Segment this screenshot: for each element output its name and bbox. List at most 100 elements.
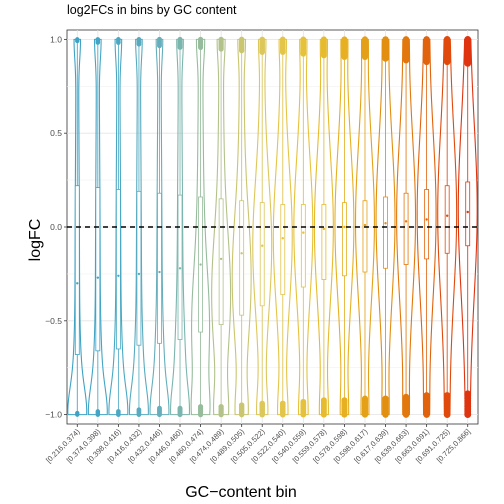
outlier-point	[136, 407, 142, 413]
outlier-point	[197, 44, 204, 50]
median-point	[261, 244, 264, 247]
median-point	[96, 276, 100, 279]
median-point	[219, 257, 223, 261]
outlier-point	[238, 47, 245, 54]
median-point	[322, 227, 326, 231]
outlier-point	[341, 53, 348, 61]
box	[403, 192, 409, 265]
median-point	[404, 220, 408, 223]
outlier-point	[75, 38, 80, 44]
outlier-point	[75, 410, 80, 416]
violin-outline	[170, 38, 191, 416]
median-point	[158, 270, 161, 274]
violin-group	[190, 36, 211, 418]
violin-group	[252, 36, 273, 418]
violin-group	[354, 36, 375, 418]
outlier-point	[116, 40, 121, 45]
outlier-point	[218, 46, 224, 52]
y-tick-label: 0.5	[50, 128, 62, 138]
median-point	[117, 274, 120, 277]
outlier-point	[116, 409, 121, 414]
y-axis: 1.0 0.5 0.0 −0.5 −1.0	[45, 34, 67, 420]
box	[444, 185, 450, 254]
violin-group	[396, 36, 417, 418]
outlier-point	[177, 44, 183, 50]
violin-outline	[108, 38, 129, 416]
violins	[67, 35, 478, 419]
box	[157, 192, 162, 344]
outlier-point	[279, 49, 286, 56]
outlier-point	[177, 405, 183, 411]
chart-title: log2FCs in bins by GC content	[67, 3, 237, 17]
y-axis-title: logFC	[27, 219, 44, 262]
outlier-point	[279, 400, 286, 407]
box	[136, 190, 142, 346]
outlier-point	[320, 397, 327, 404]
violin-outline	[396, 38, 417, 416]
violin-outline	[293, 38, 314, 416]
violin-group	[231, 36, 252, 418]
outlier-point	[443, 392, 451, 399]
median-point	[343, 225, 346, 229]
box	[239, 200, 245, 316]
outlier-point	[259, 49, 265, 55]
y-tick-label: −1.0	[45, 410, 62, 420]
violin-group	[108, 37, 129, 417]
y-tick-label: 0.0	[50, 222, 62, 232]
violin-group	[375, 36, 396, 418]
outlier-point	[238, 402, 245, 408]
outlier-point	[157, 43, 162, 49]
violin-group	[272, 36, 293, 418]
outlier-point	[341, 397, 348, 404]
outlier-point	[157, 405, 162, 411]
outlier-point	[300, 50, 307, 57]
violin-group	[128, 36, 149, 418]
box	[465, 181, 471, 247]
violin-outline	[190, 38, 211, 416]
outlier-point	[361, 53, 369, 61]
outlier-point	[464, 59, 472, 67]
violin-outline	[149, 38, 170, 416]
violin-outline	[211, 38, 232, 416]
violin-group	[149, 36, 170, 418]
outlier-point	[95, 409, 101, 414]
x-axis-title: GC−content bin	[185, 484, 297, 501]
violin-outline	[334, 38, 355, 416]
outlier-point	[300, 398, 307, 405]
y-tick-label: 1.0	[50, 34, 62, 44]
outlier-point	[423, 58, 430, 66]
outlier-point	[218, 403, 224, 410]
box	[342, 202, 347, 277]
median-point	[445, 214, 449, 217]
box	[218, 198, 224, 325]
violin-outline	[231, 38, 252, 416]
outlier-point	[95, 40, 101, 45]
violin-group	[67, 37, 88, 417]
median-point	[281, 237, 284, 240]
outlier-point	[136, 41, 142, 47]
median-point	[425, 218, 428, 221]
median-point	[240, 252, 243, 255]
y-tick-label: −0.5	[45, 316, 62, 326]
median-point	[302, 231, 305, 234]
outlier-point	[443, 58, 451, 66]
box	[259, 202, 265, 307]
violin-outline	[128, 38, 149, 416]
median-point	[466, 210, 469, 214]
violin-group	[293, 36, 314, 418]
violin-outline	[87, 38, 108, 416]
violin-outline	[272, 38, 293, 416]
median-point	[76, 282, 79, 285]
median-point	[384, 222, 387, 225]
box	[383, 196, 388, 269]
median-point	[178, 267, 182, 270]
violin-group	[457, 35, 478, 419]
outlier-point	[464, 390, 472, 398]
median-point	[199, 263, 202, 266]
outlier-point	[382, 395, 389, 402]
box	[321, 204, 327, 280]
outlier-point	[423, 392, 430, 399]
box	[95, 187, 101, 352]
box	[115, 189, 121, 350]
outlier-point	[259, 400, 265, 407]
